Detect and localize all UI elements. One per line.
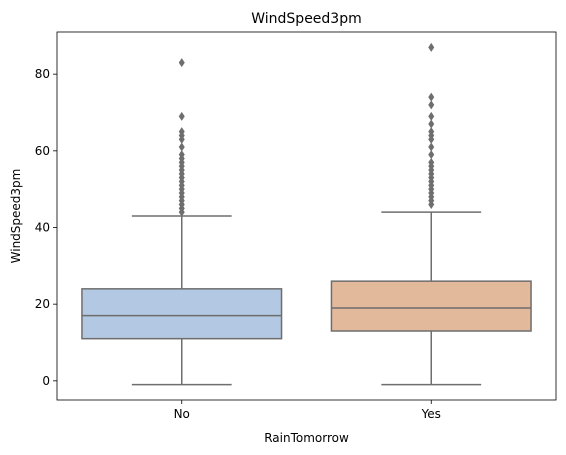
x-tick-label: Yes [421, 407, 441, 421]
outlier-point [428, 100, 435, 110]
box-iqr [330, 280, 532, 332]
outlier-point [178, 127, 185, 137]
box-iqr [81, 288, 283, 340]
x-axis: No Yes [174, 400, 441, 421]
box-group-yes [330, 42, 532, 386]
y-tick-label: 40 [35, 221, 50, 235]
outlier-point [178, 142, 185, 152]
outlier-point [178, 111, 185, 121]
y-tick-label: 60 [35, 144, 50, 158]
outlier-point [428, 150, 435, 160]
plot-frame [56, 31, 557, 401]
outlier-point [428, 119, 435, 129]
y-axis: 0 20 40 60 80 [35, 67, 57, 388]
chart-title: WindSpeed3pm [251, 11, 362, 27]
outlier-point [428, 157, 435, 167]
outlier-point [428, 111, 435, 121]
outlier-point [428, 42, 435, 52]
outlier-point [178, 150, 185, 160]
outlier-point [428, 142, 435, 152]
x-axis-label: RainTomorrow [264, 431, 349, 445]
outlier-point [428, 92, 435, 102]
y-tick-label: 20 [35, 297, 50, 311]
x-tick-label: No [174, 407, 190, 421]
box-group-no [81, 58, 283, 386]
plot-area [81, 42, 532, 386]
y-tick-label: 0 [42, 374, 50, 388]
y-tick-label: 80 [35, 67, 50, 81]
y-axis-label: WindSpeed3pm [9, 169, 23, 264]
outlier-point [428, 127, 435, 137]
outlier-point [178, 58, 185, 68]
